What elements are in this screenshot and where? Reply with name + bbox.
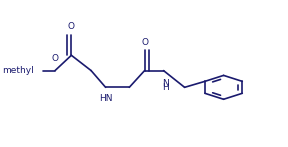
Text: H: H [162,83,169,92]
Text: O: O [52,54,58,63]
Text: O: O [68,22,75,31]
Text: HN: HN [99,94,113,103]
Text: methyl: methyl [2,66,34,75]
Text: N: N [162,79,169,88]
Text: O: O [141,38,148,47]
